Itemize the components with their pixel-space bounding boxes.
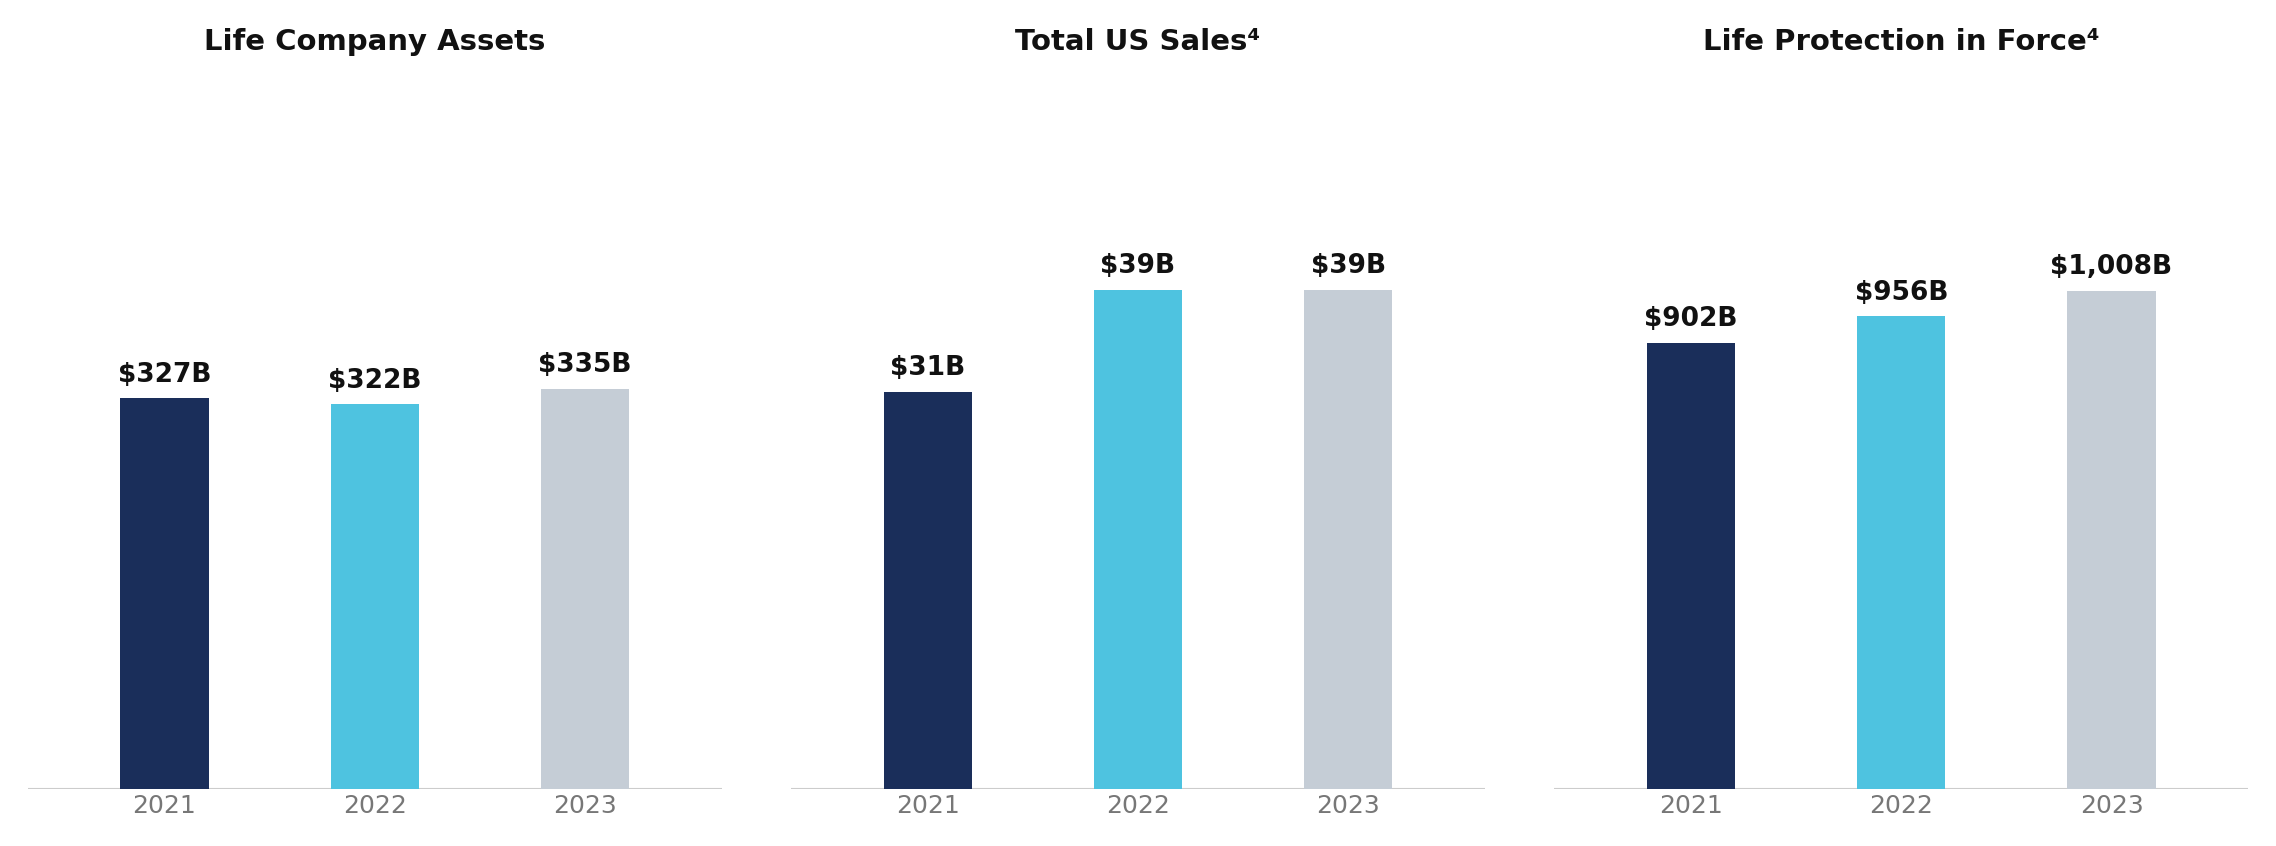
Text: $39B: $39B (1099, 253, 1177, 279)
Text: $956B: $956B (1855, 280, 1948, 305)
Bar (1304, 290, 1393, 789)
Text: $902B: $902B (1643, 306, 1739, 332)
Bar (121, 398, 209, 789)
Title: Life Company Assets: Life Company Assets (205, 28, 546, 56)
Title: Life Protection in Force⁴: Life Protection in Force⁴ (1702, 28, 2098, 56)
Title: Total US Sales⁴: Total US Sales⁴ (1015, 28, 1261, 56)
Text: $327B: $327B (118, 361, 212, 387)
Text: $322B: $322B (328, 368, 421, 393)
Bar (1095, 290, 1181, 789)
Bar (1648, 343, 1734, 789)
Text: $31B: $31B (890, 355, 965, 382)
Text: $1,008B: $1,008B (2051, 254, 2174, 280)
Bar (883, 393, 972, 789)
Bar (1857, 316, 1946, 789)
Text: $335B: $335B (537, 352, 633, 378)
Bar (542, 389, 628, 789)
Text: $39B: $39B (1311, 253, 1386, 279)
Bar (330, 404, 419, 789)
Bar (2067, 291, 2155, 789)
